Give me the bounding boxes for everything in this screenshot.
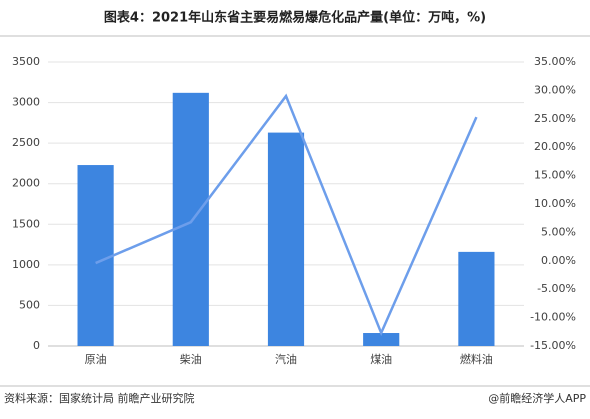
x-tick-label: 柴油 xyxy=(180,352,202,366)
y-tick-label: 0 xyxy=(33,339,40,352)
y-tick-label: 2000 xyxy=(12,177,40,190)
y2-tick-label: 15.00% xyxy=(534,169,576,182)
x-tick-label: 燃料油 xyxy=(460,352,493,366)
x-tick-label: 汽油 xyxy=(275,352,297,366)
y-tick-label: 1000 xyxy=(12,258,40,271)
y2-tick-label: 25.00% xyxy=(534,112,576,125)
chart-title: 图表4：2021年山东省主要易燃易爆危化品产量(单位：万吨，%) xyxy=(104,10,486,26)
y2-tick-label: -10.00% xyxy=(530,311,576,324)
y2-tick-label: -15.00% xyxy=(530,339,576,352)
x-tick-label: 原油 xyxy=(85,352,107,366)
y-tick-label: 3500 xyxy=(12,55,40,68)
bar xyxy=(77,165,114,346)
y2-tick-label: 0.00% xyxy=(541,254,576,267)
bar xyxy=(267,132,305,346)
y-tick-label: 1500 xyxy=(12,217,40,230)
y2-tick-label: 30.00% xyxy=(534,83,576,96)
brand: @前瞻经济学人APP xyxy=(488,391,586,405)
line xyxy=(95,93,478,337)
y-tick-label: 500 xyxy=(19,298,40,311)
x-tick-label: 煤油 xyxy=(370,352,392,366)
y2-tick-label: 20.00% xyxy=(534,140,576,153)
source: 资料来源：国家统计局 前瞻产业研究院 xyxy=(4,391,195,405)
y2-tick-label: 5.00% xyxy=(541,225,576,238)
bar xyxy=(363,333,400,346)
y2-tick-label: -5.00% xyxy=(537,282,576,295)
bar xyxy=(172,92,209,346)
y-tick-label: 3000 xyxy=(12,96,40,109)
y-tick-label: 2500 xyxy=(12,136,40,149)
y2-tick-label: 10.00% xyxy=(534,197,576,210)
bar xyxy=(458,251,495,346)
y2-tick-label: 35.00% xyxy=(534,55,576,68)
